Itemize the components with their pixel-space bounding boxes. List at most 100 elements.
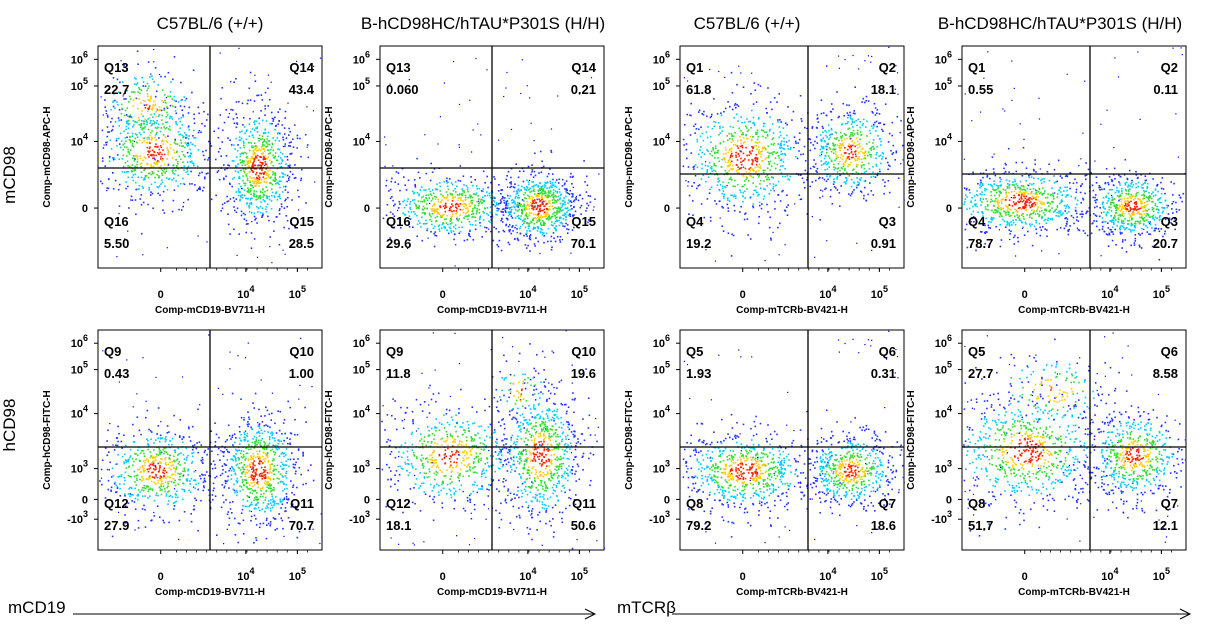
density-dot — [833, 163, 835, 166]
density-dot — [540, 186, 543, 188]
density-dot — [149, 76, 151, 78]
density-dot — [116, 137, 118, 140]
density-dot — [252, 166, 254, 168]
density-dot — [159, 194, 161, 196]
density-dot — [859, 150, 862, 153]
density-dot — [753, 122, 755, 125]
density-dot — [528, 230, 531, 232]
density-dot — [846, 171, 848, 174]
density-dot — [811, 127, 814, 129]
density-dot — [878, 168, 881, 171]
density-dot — [278, 140, 280, 142]
sparse-dot — [897, 93, 899, 95]
density-dot — [538, 195, 540, 198]
density-dot — [1021, 193, 1023, 195]
density-dot — [139, 88, 141, 91]
density-dot — [825, 145, 827, 147]
density-dot — [249, 189, 252, 192]
density-dot — [745, 134, 747, 137]
density-dot — [263, 157, 266, 159]
density-dot — [233, 122, 236, 125]
bottom-arrow-mtcrb-head — [1179, 608, 1192, 620]
sparse-dot — [884, 123, 886, 125]
sparse-dot — [133, 140, 135, 143]
quadrant-name-Q13: Q13 — [386, 60, 411, 75]
density-dot — [579, 194, 582, 196]
density-dot — [891, 121, 894, 124]
density-dot — [851, 140, 853, 142]
density-dot — [226, 200, 228, 203]
density-dot — [176, 165, 178, 167]
density-dot — [836, 178, 838, 180]
density-dot — [867, 151, 870, 153]
density-dot — [462, 211, 465, 214]
density-dot — [846, 157, 849, 159]
density-dot — [262, 157, 265, 160]
density-dot — [747, 129, 750, 131]
density-dot — [716, 113, 719, 115]
density-dot — [545, 213, 547, 215]
density-dot — [248, 149, 251, 152]
density-dot — [181, 109, 183, 111]
density-dot — [550, 248, 553, 251]
density-dot — [1002, 218, 1004, 221]
density-dot — [1036, 201, 1038, 204]
density-dot — [780, 153, 782, 156]
density-dot — [895, 151, 898, 154]
sparse-dot — [108, 85, 110, 87]
density-dot — [447, 199, 449, 202]
density-dot — [542, 190, 545, 192]
density-dot — [1023, 195, 1025, 198]
density-dot — [524, 244, 527, 246]
density-dot — [1124, 239, 1127, 241]
density-dot — [268, 219, 270, 222]
density-dot — [282, 136, 284, 139]
density-dot — [1027, 184, 1029, 186]
quadrant-value-Q1: 61.8 — [686, 82, 711, 97]
density-dot — [815, 126, 818, 129]
density-dot — [729, 138, 731, 140]
sparse-dot — [570, 252, 572, 254]
density-dot — [1023, 207, 1026, 210]
density-dot — [445, 218, 447, 220]
sparse-dot — [183, 201, 185, 204]
density-dot — [747, 180, 750, 182]
density-dot — [844, 134, 847, 136]
density-dot — [445, 191, 448, 193]
density-dot — [857, 152, 860, 154]
density-dot — [235, 126, 238, 129]
density-dot — [1025, 195, 1028, 198]
density-dot — [568, 193, 571, 195]
density-dot — [403, 206, 406, 209]
density-dot — [245, 223, 248, 225]
density-dot — [204, 176, 206, 178]
density-dot — [820, 164, 823, 166]
density-dot — [461, 192, 464, 195]
density-dot — [865, 170, 867, 173]
density-dot — [562, 203, 565, 205]
density-dot — [261, 138, 263, 140]
density-dot — [254, 185, 257, 187]
density-dot — [709, 116, 712, 119]
density-dot — [759, 183, 761, 185]
density-dot — [867, 154, 869, 157]
sparse-dot — [130, 199, 132, 201]
density-dot — [840, 153, 842, 156]
density-dot — [247, 160, 249, 163]
density-dot — [976, 194, 979, 197]
density-dot — [713, 125, 716, 127]
density-dot — [1018, 198, 1021, 200]
density-dot — [275, 179, 277, 181]
density-dot — [475, 192, 478, 194]
density-dot — [475, 212, 478, 215]
density-dot — [1134, 223, 1137, 225]
density-dot — [1080, 185, 1082, 188]
density-dot — [150, 165, 152, 168]
density-dot — [535, 184, 538, 186]
density-dot — [180, 142, 183, 144]
density-dot — [562, 218, 565, 220]
density-dot — [879, 170, 881, 173]
density-dot — [696, 166, 699, 168]
density-dot — [1131, 208, 1133, 210]
density-dot — [587, 221, 589, 224]
